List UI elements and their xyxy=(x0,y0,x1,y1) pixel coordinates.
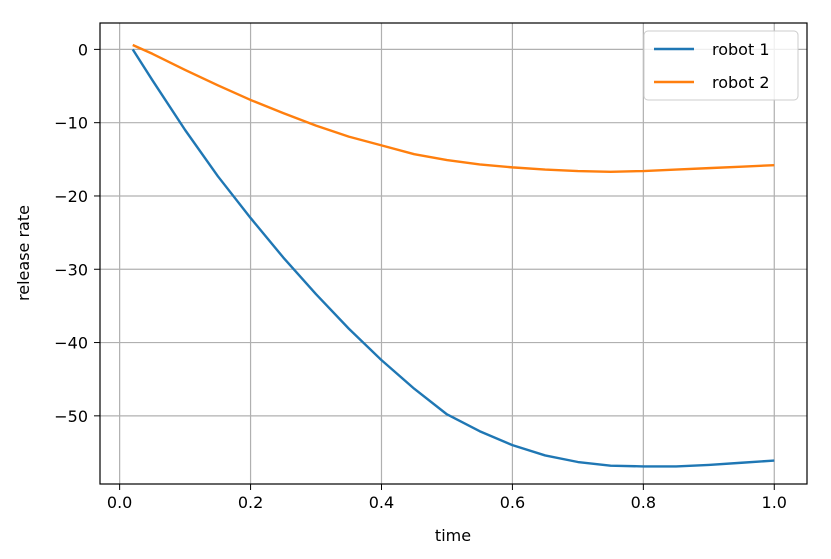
x-tick-label: 0.8 xyxy=(631,493,656,512)
legend-label-robot-2: robot 2 xyxy=(712,73,770,92)
y-tick-label: 0 xyxy=(78,40,88,59)
y-tick-label: −10 xyxy=(54,114,88,133)
legend: robot 1 robot 2 xyxy=(643,30,799,101)
x-axis-label: time xyxy=(435,526,471,545)
series-group xyxy=(131,43,775,468)
y-tick-label: −30 xyxy=(54,260,88,279)
x-tick-label: 1.0 xyxy=(762,493,787,512)
grid xyxy=(100,23,807,484)
y-axis: 0 −10 −20 −30 −40 −50 xyxy=(54,40,100,426)
plot-frame xyxy=(99,22,808,485)
x-tick-label: 0.6 xyxy=(500,493,525,512)
x-tick-label: 0.2 xyxy=(238,493,263,512)
y-axis-label: release rate xyxy=(14,205,33,301)
legend-label-robot-1: robot 1 xyxy=(712,40,770,59)
x-tick-label: 0.4 xyxy=(369,493,394,512)
y-tick-label: −50 xyxy=(54,407,88,426)
series-line-robot-2 xyxy=(132,43,775,173)
x-tick-label: 0.0 xyxy=(107,493,132,512)
y-tick-label: −40 xyxy=(54,334,88,353)
series-line-robot-1 xyxy=(131,48,775,468)
y-tick-label: −20 xyxy=(54,187,88,206)
x-axis: 0.0 0.2 0.4 0.6 0.8 1.0 xyxy=(107,484,787,512)
